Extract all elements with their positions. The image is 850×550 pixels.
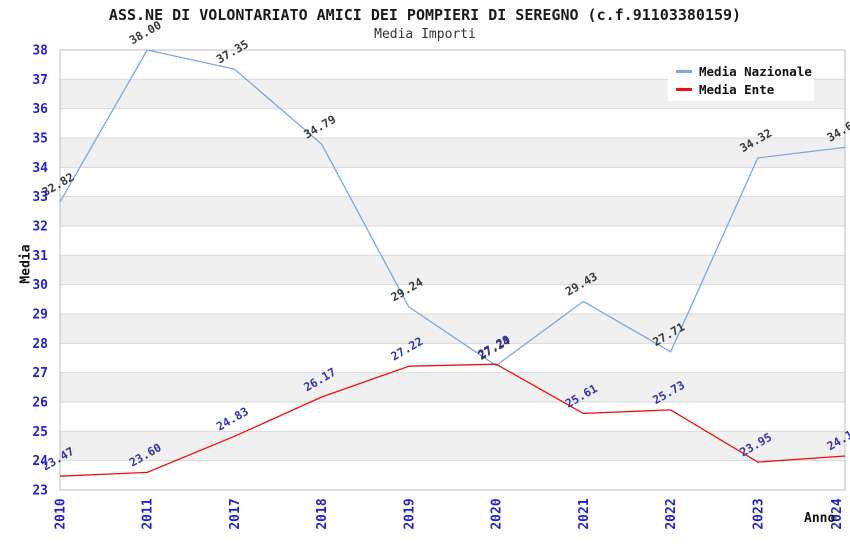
svg-text:35: 35 <box>32 132 48 147</box>
x-axis-ticks: 2010 2011 2017 2018 2019 2020 2021 2022 2023 2024 <box>54 498 846 529</box>
plot-background <box>59 49 846 491</box>
line-swatch-icon <box>676 87 692 91</box>
value-label: 38.00 <box>127 18 164 47</box>
svg-text:2010: 2010 <box>54 498 69 529</box>
y-axis-ticks: 23 24 25 26 27 28 29 30 31 32 33 34 35 36 37 38 <box>32 44 48 499</box>
svg-text:37: 37 <box>32 73 48 88</box>
svg-text:32: 32 <box>32 220 48 235</box>
chart-subtitle: Media Importi <box>374 27 476 42</box>
svg-text:36: 36 <box>32 102 48 117</box>
legend: Media Nazionale Media Ente <box>668 57 814 101</box>
x-axis-title: Anno <box>804 511 836 526</box>
svg-text:2024: 2024 <box>830 498 845 529</box>
svg-text:2019: 2019 <box>402 498 417 529</box>
legend-label-media-nazionale: Media Nazionale <box>699 63 812 79</box>
svg-text:27: 27 <box>32 366 48 381</box>
svg-text:2017: 2017 <box>228 498 243 529</box>
svg-text:30: 30 <box>32 278 48 293</box>
svg-text:2023: 2023 <box>751 498 766 529</box>
svg-text:2011: 2011 <box>141 498 156 529</box>
svg-text:26: 26 <box>32 396 48 411</box>
svg-text:29: 29 <box>32 308 48 323</box>
svg-text:25: 25 <box>32 425 48 440</box>
svg-text:34: 34 <box>32 161 48 176</box>
svg-text:24: 24 <box>32 454 48 469</box>
chart-title: ASS.NE DI VOLONTARIATO AMICI DEI POMPIER… <box>108 6 742 24</box>
svg-text:28: 28 <box>32 337 48 352</box>
svg-text:31: 31 <box>32 249 48 264</box>
svg-text:33: 33 <box>32 190 48 205</box>
svg-text:2020: 2020 <box>490 498 505 529</box>
legend-item-media-ente: Media Ente <box>676 80 814 98</box>
line-swatch-icon <box>676 69 692 73</box>
svg-text:23: 23 <box>32 484 48 499</box>
svg-text:2022: 2022 <box>664 498 679 529</box>
svg-text:38: 38 <box>32 44 48 59</box>
svg-text:2021: 2021 <box>577 498 592 529</box>
svg-text:2018: 2018 <box>315 498 330 529</box>
legend-item-media-nazionale: Media Nazionale <box>676 62 814 80</box>
y-axis-title: Media <box>18 244 34 284</box>
legend-label-media-ente: Media Ente <box>699 81 775 97</box>
